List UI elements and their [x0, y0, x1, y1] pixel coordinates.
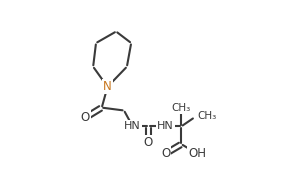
Text: HN: HN — [124, 121, 141, 131]
Text: O: O — [144, 136, 153, 149]
Text: OH: OH — [188, 147, 206, 160]
Text: CH₃: CH₃ — [172, 103, 191, 113]
Text: O: O — [81, 111, 90, 124]
Text: HN: HN — [157, 121, 174, 131]
Text: CH₃: CH₃ — [197, 110, 216, 120]
Text: O: O — [161, 147, 170, 160]
Text: N: N — [103, 80, 112, 93]
